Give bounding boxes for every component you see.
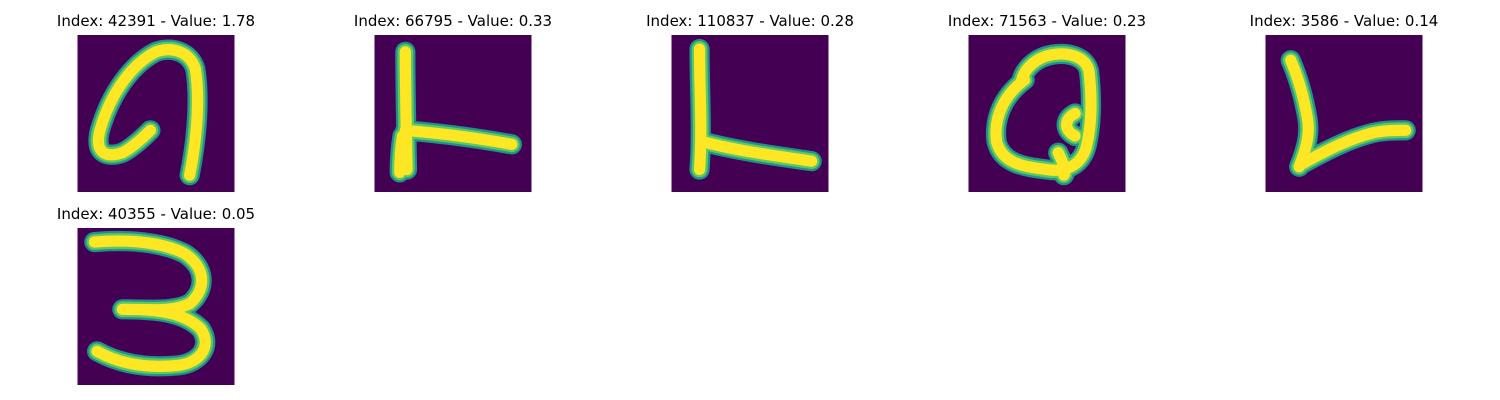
digit-image [968,35,1126,192]
panel-title: Index: 110837 - Value: 0.28 [646,12,854,30]
panel-title: Index: 66795 - Value: 0.33 [353,12,553,30]
panel-title: Index: 40355 - Value: 0.05 [56,205,256,223]
panel-title: Index: 71563 - Value: 0.23 [947,12,1147,30]
digit-image [77,228,235,385]
panel-title: Index: 42391 - Value: 1.78 [56,12,256,30]
digit-image [374,35,532,192]
digit-image [671,35,829,192]
digit-image [77,35,235,192]
digit-image [1265,35,1423,192]
panel-title: Index: 3586 - Value: 0.14 [1249,12,1439,30]
